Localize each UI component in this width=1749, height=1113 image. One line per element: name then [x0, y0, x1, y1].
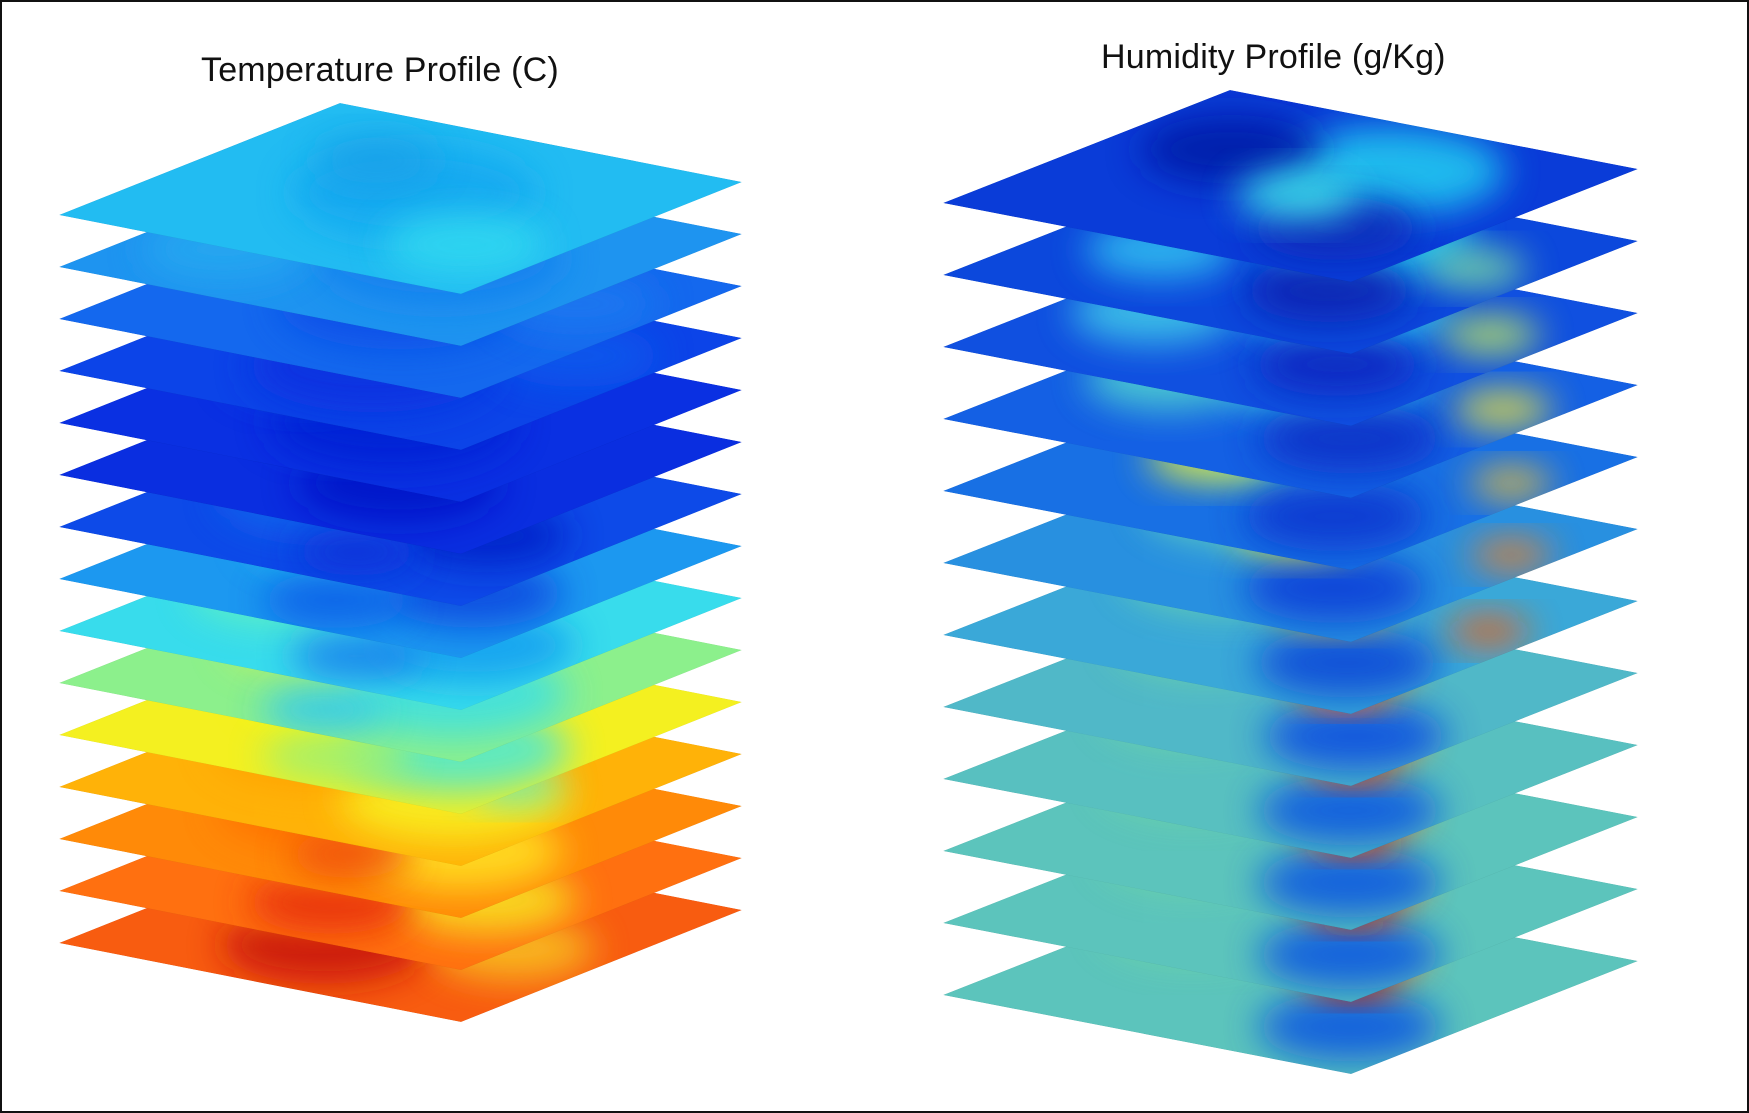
humidity-profile-title: Humidity Profile (g/Kg)	[1101, 38, 1446, 76]
temperature-layer	[59, 103, 742, 294]
temperature-layer-stack	[59, 103, 742, 1022]
temperature-profile-title: Temperature Profile (C)	[201, 51, 559, 89]
humidity-layer-stack	[943, 90, 1638, 1074]
humidity-layer	[943, 90, 1638, 282]
